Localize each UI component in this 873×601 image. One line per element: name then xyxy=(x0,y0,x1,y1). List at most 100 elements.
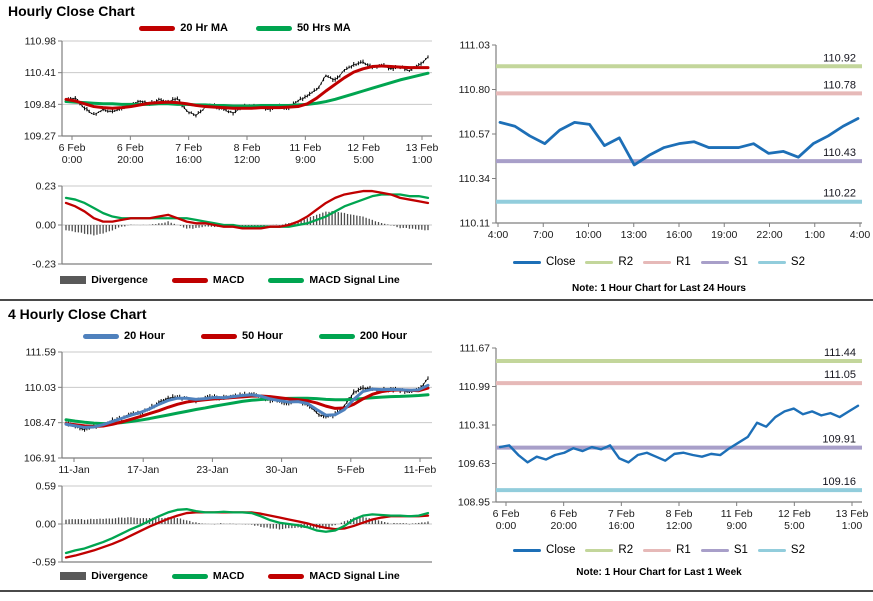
svg-text:110.80: 110.80 xyxy=(459,84,490,96)
legend-swatch-r2 xyxy=(585,548,614,552)
svg-text:4:00: 4:00 xyxy=(850,229,871,241)
svg-text:11-Feb: 11-Feb xyxy=(404,464,437,476)
legend-label: MACD xyxy=(212,570,245,582)
legend-item: Close xyxy=(513,256,575,268)
legend-swatch-s2 xyxy=(757,260,786,264)
legend-item: Divergence xyxy=(60,570,148,582)
four-hourly-section-title: 4 Hourly Close Chart xyxy=(8,306,147,322)
legend-swatch-macd xyxy=(171,277,208,283)
svg-text:23-Jan: 23-Jan xyxy=(196,464,228,476)
legend-swatch-macd-signal xyxy=(268,277,305,283)
svg-text:12 Feb: 12 Feb xyxy=(778,508,811,520)
hourly-section-title: Hourly Close Chart xyxy=(8,3,135,19)
legend-swatch-50hour xyxy=(200,333,237,339)
legend-swatch-s2 xyxy=(757,548,786,552)
legend-swatch-r1 xyxy=(643,548,672,552)
legend-item: S1 xyxy=(700,544,748,556)
legend-item: 200 Hour xyxy=(318,330,407,342)
legend-label: R1 xyxy=(676,256,691,268)
svg-text:111.44: 111.44 xyxy=(824,347,856,359)
svg-text:12:00: 12:00 xyxy=(234,154,260,166)
legend-swatch-s1 xyxy=(700,548,729,552)
legend-item: Close xyxy=(513,544,575,556)
svg-text:109.91: 109.91 xyxy=(822,434,856,446)
hourly-pivot-legend: Close R2 R1 S1 S2 xyxy=(466,256,852,268)
four-hourly-price-legend: 20 Hour 50 Hour 200 Hour xyxy=(60,330,430,342)
legend-label: Close xyxy=(546,544,576,556)
svg-text:1:00: 1:00 xyxy=(412,154,433,166)
svg-text:0.23: 0.23 xyxy=(36,181,57,193)
svg-text:8 Feb: 8 Feb xyxy=(666,508,693,520)
legend-label: 200 Hour xyxy=(359,330,407,342)
legend-item: R2 xyxy=(585,544,633,556)
svg-text:110.34: 110.34 xyxy=(459,173,490,185)
svg-text:110.11: 110.11 xyxy=(459,218,490,230)
legend-swatch-200hour xyxy=(318,333,355,339)
svg-text:109.84: 109.84 xyxy=(24,99,56,111)
hourly-pivot-note: Note: 1 Hour Chart for Last 24 Hours xyxy=(572,283,746,294)
svg-text:9:00: 9:00 xyxy=(726,520,747,532)
weekly-pivot-note: Note: 1 Hour Chart for Last 1 Week xyxy=(576,567,742,578)
svg-text:-0.23: -0.23 xyxy=(32,259,56,271)
svg-text:110.92: 110.92 xyxy=(823,52,856,64)
legend-label: R1 xyxy=(676,544,691,556)
legend-label: 50 Hour xyxy=(241,330,283,342)
legend-item: S1 xyxy=(700,256,748,268)
legend-label: Close xyxy=(546,256,576,268)
legend-label: Divergence xyxy=(91,570,148,582)
legend-label: R2 xyxy=(618,544,634,556)
legend-item: Divergence xyxy=(60,274,148,286)
svg-text:-0.59: -0.59 xyxy=(32,557,56,569)
legend-item: 20 Hour xyxy=(82,330,165,342)
legend-label: S1 xyxy=(733,544,748,556)
svg-text:110.22: 110.22 xyxy=(823,188,856,200)
legend-label: S2 xyxy=(790,544,805,556)
svg-text:110.31: 110.31 xyxy=(459,420,490,432)
svg-text:19:00: 19:00 xyxy=(711,229,737,241)
svg-text:0.59: 0.59 xyxy=(36,481,57,493)
svg-text:20:00: 20:00 xyxy=(117,154,143,166)
four-hourly-macd-chart-canvas: 0.59 0.00 -0.59 xyxy=(32,481,432,569)
svg-text:11-Jan: 11-Jan xyxy=(58,464,89,476)
legend-swatch-20hour xyxy=(82,333,119,339)
svg-text:108.47: 108.47 xyxy=(24,417,56,429)
legend-item: MACD Signal Line xyxy=(268,274,400,286)
svg-text:10:00: 10:00 xyxy=(575,229,601,241)
legend-label: 50 Hrs MA xyxy=(296,22,351,34)
legend-swatch-20hr-ma xyxy=(139,25,176,31)
svg-text:106.91: 106.91 xyxy=(24,453,56,465)
svg-text:111.59: 111.59 xyxy=(25,347,56,359)
svg-text:6 Feb: 6 Feb xyxy=(59,142,86,154)
svg-text:17-Jan: 17-Jan xyxy=(127,464,159,476)
hourly-price-legend: 20 Hr MA 50 Hrs MA xyxy=(60,22,430,34)
svg-text:13 Feb: 13 Feb xyxy=(406,142,439,154)
svg-text:7 Feb: 7 Feb xyxy=(608,508,635,520)
legend-swatch-divergence xyxy=(60,276,87,284)
svg-text:111.67: 111.67 xyxy=(459,343,490,355)
svg-text:20:00: 20:00 xyxy=(551,520,577,532)
svg-text:110.99: 110.99 xyxy=(459,381,490,393)
svg-text:0.00: 0.00 xyxy=(36,220,57,232)
svg-text:1:00: 1:00 xyxy=(842,520,863,532)
svg-text:16:00: 16:00 xyxy=(176,154,202,166)
svg-text:0:00: 0:00 xyxy=(62,154,83,166)
legend-swatch-close xyxy=(513,260,542,264)
svg-text:7:00: 7:00 xyxy=(533,229,554,241)
svg-text:6 Feb: 6 Feb xyxy=(117,142,144,154)
legend-item: MACD xyxy=(171,570,245,582)
legend-item: 50 Hrs MA xyxy=(255,22,351,34)
svg-text:111.03: 111.03 xyxy=(459,40,490,52)
svg-text:110.78: 110.78 xyxy=(823,79,856,91)
svg-text:6 Feb: 6 Feb xyxy=(550,508,577,520)
legend-item: R1 xyxy=(643,256,691,268)
legend-swatch-50hrs-ma xyxy=(255,25,292,31)
svg-text:30-Jan: 30-Jan xyxy=(266,464,298,476)
svg-text:5-Feb: 5-Feb xyxy=(337,464,365,476)
svg-text:12:00: 12:00 xyxy=(666,520,692,532)
legend-swatch-r2 xyxy=(585,260,614,264)
legend-swatch-r1 xyxy=(643,260,672,264)
legend-item: R1 xyxy=(643,544,691,556)
svg-text:13:00: 13:00 xyxy=(621,229,647,241)
